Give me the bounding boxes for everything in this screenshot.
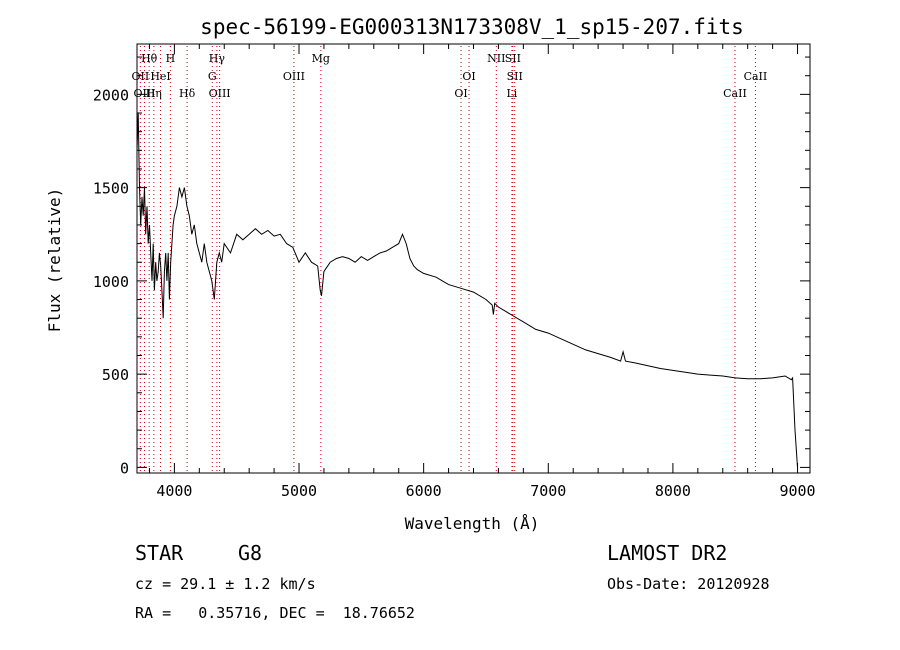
- y-tick-label: 1500: [93, 180, 129, 198]
- plot-frame: [136, 43, 811, 474]
- line-marker-label: G: [208, 70, 217, 83]
- y-tick-label: 1000: [93, 273, 129, 291]
- survey-label: LAMOST DR2: [607, 541, 728, 565]
- line-marker-label: Hη: [146, 87, 162, 100]
- line-marker-label: SII: [505, 52, 521, 65]
- x-tick-label: 7000: [530, 482, 566, 500]
- line-marker-label: Hθ: [141, 52, 158, 65]
- line-marker-label: CaII: [723, 87, 747, 100]
- line-marker-label: OIII: [283, 70, 305, 83]
- line-marker-label: H: [166, 52, 176, 65]
- x-tick-label: 5000: [281, 482, 317, 500]
- line-marker-group: [139, 46, 756, 473]
- line-marker-label: OIII: [133, 87, 155, 100]
- line-marker-label: OI: [462, 70, 475, 83]
- line-marker-label: OI: [454, 87, 467, 100]
- line-marker-label: SII: [507, 70, 523, 83]
- chart-title: spec-56199-EG000313N173308V_1_sp15-207.f…: [200, 15, 744, 39]
- line-marker-label: CaII: [744, 70, 768, 83]
- x-axis-ticks: 4000 5000 6000 7000 8000 9000: [148, 44, 816, 500]
- x-tick-label: 8000: [655, 482, 691, 500]
- y-tick-label: 500: [102, 366, 129, 384]
- observation-date: Obs-Date: 20120928: [607, 575, 770, 593]
- x-tick-label: 9000: [779, 482, 815, 500]
- star-subclass: G8: [238, 541, 263, 565]
- y-axis-ticks: 0 500 1000 1500 2000: [93, 56, 810, 477]
- line-marker-label: NII: [487, 52, 505, 65]
- y-tick-label: 2000: [93, 86, 129, 104]
- star-class-label: STAR: [135, 541, 184, 565]
- line-marker-label: Hδ: [179, 87, 196, 100]
- y-tick-label: 0: [120, 459, 129, 477]
- coordinates-readout: RA = 0.35716, DEC = 18.76652: [135, 604, 415, 622]
- line-marker-label: Mg: [312, 52, 330, 65]
- line-marker-label: Li: [506, 87, 517, 100]
- line-marker-label: HeI: [150, 70, 170, 83]
- line-marker-label: OIII: [209, 87, 231, 100]
- y-axis-label: Flux (relative): [45, 188, 64, 333]
- line-marker-label: OII: [132, 70, 150, 83]
- x-tick-label: 4000: [156, 482, 192, 500]
- x-axis-label: Wavelength (Å): [405, 514, 540, 533]
- line-marker-label: Hγ: [209, 52, 226, 65]
- redshift-readout: cz = 29.1 ± 1.2 km/s: [135, 575, 316, 593]
- spectrum-line: [136, 112, 798, 468]
- x-tick-label: 6000: [406, 482, 442, 500]
